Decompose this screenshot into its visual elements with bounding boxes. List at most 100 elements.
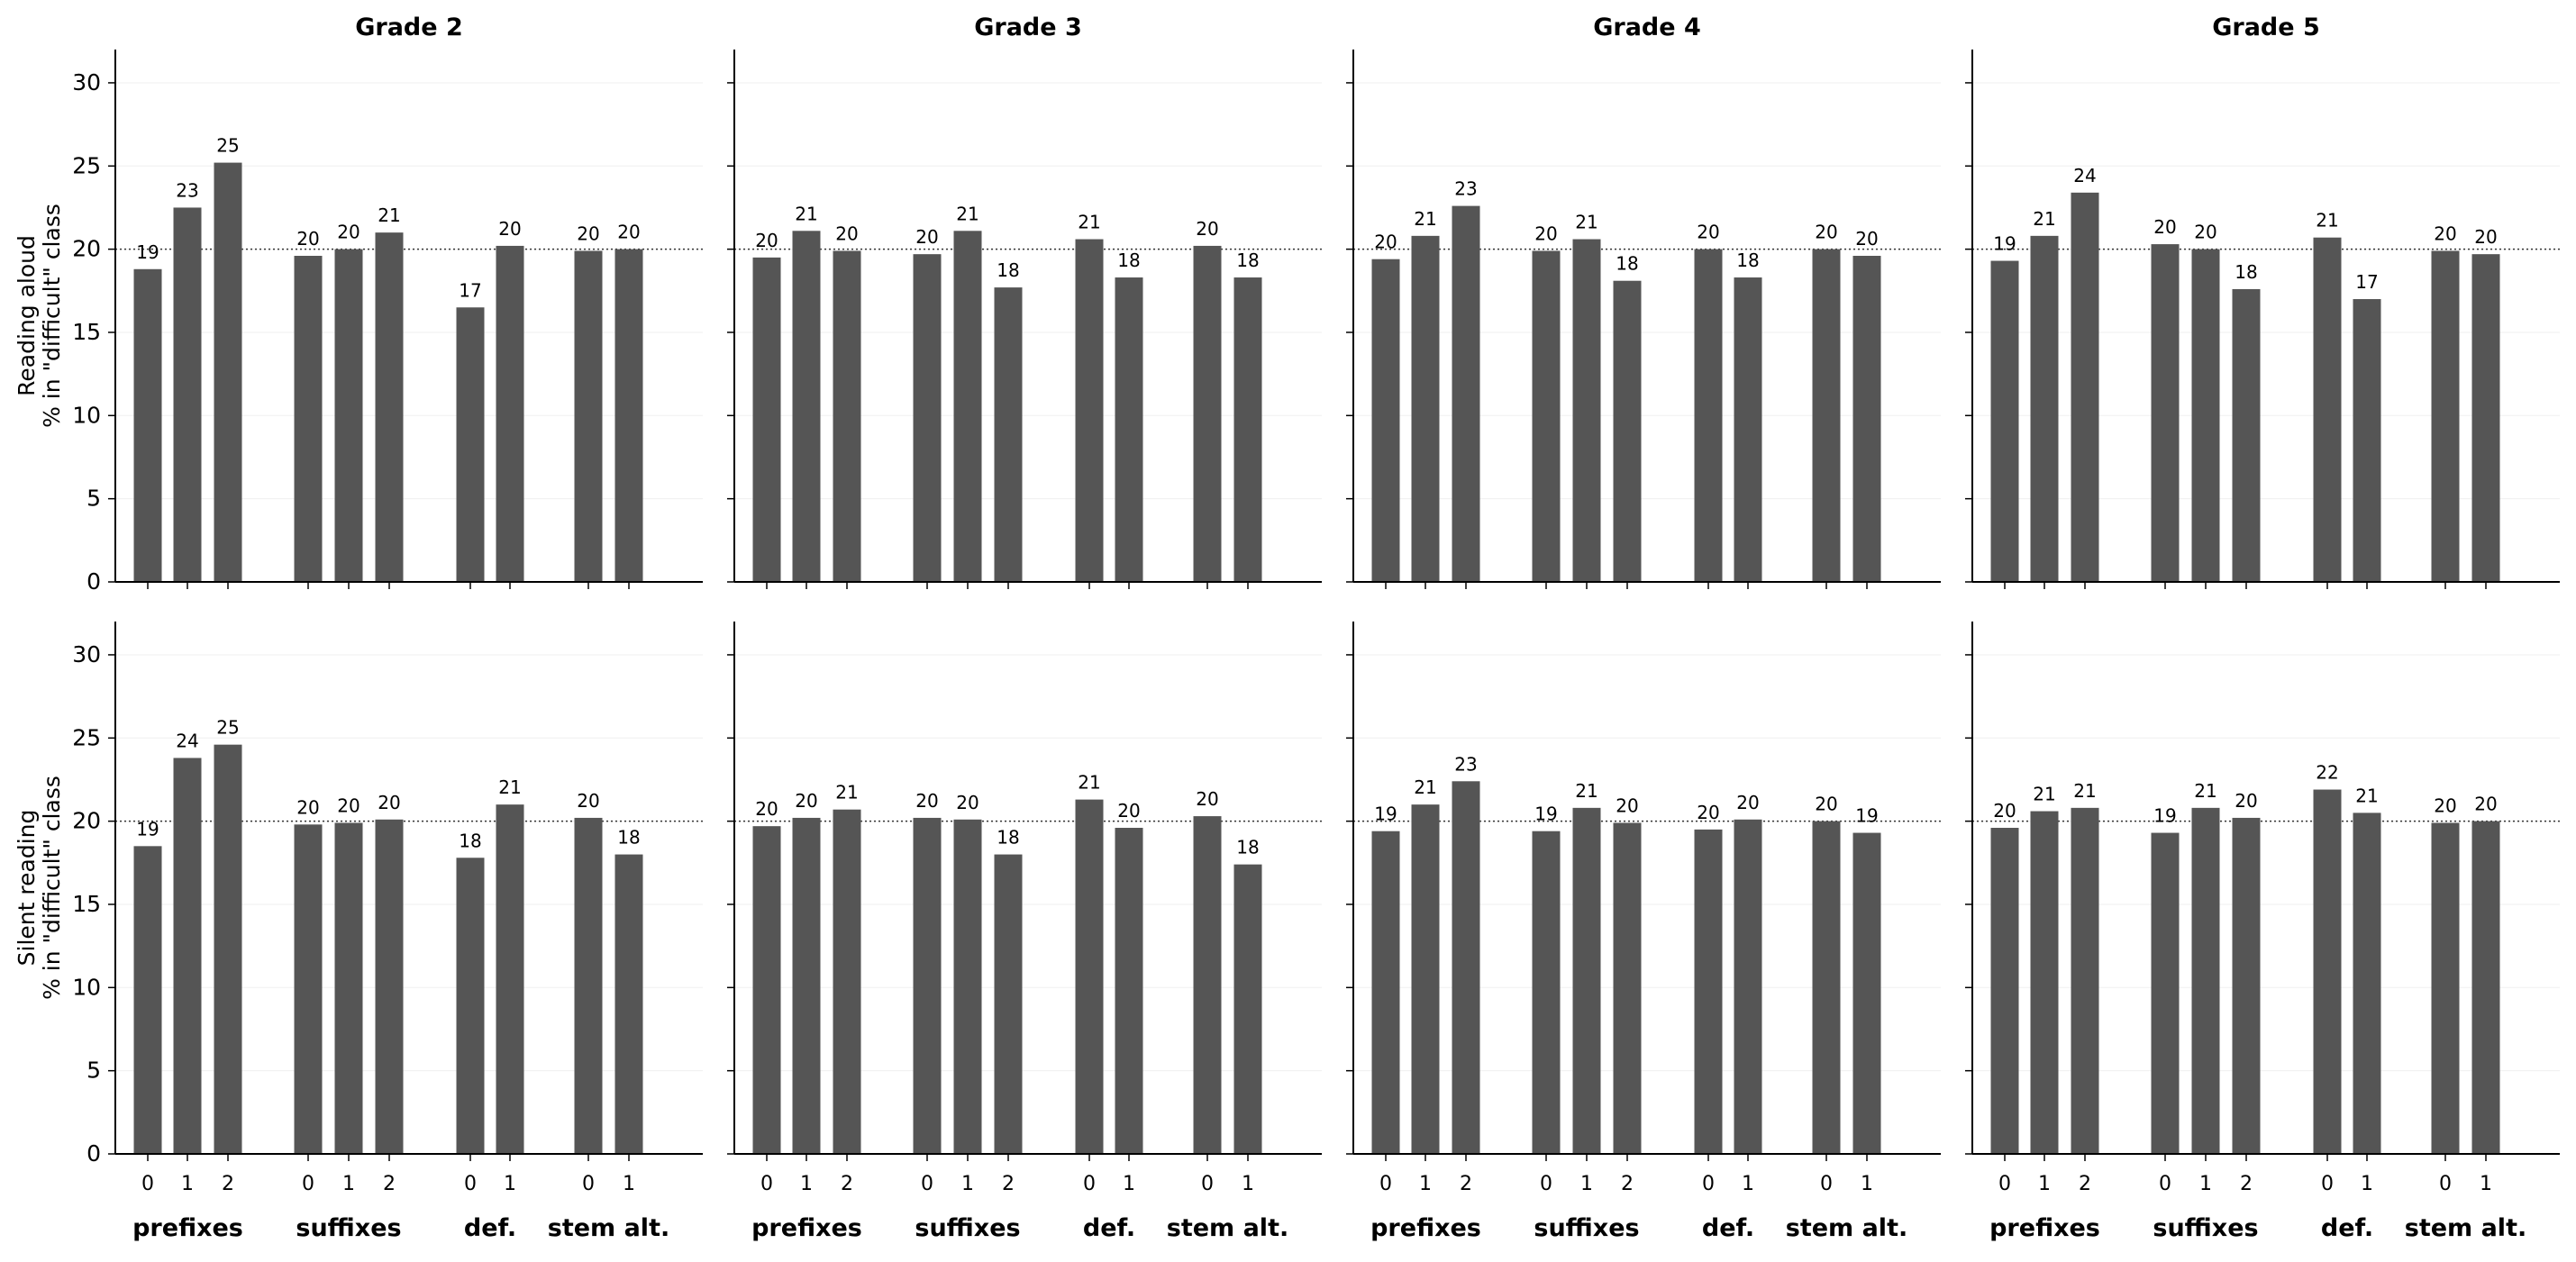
x-tick-label: 1 [1123, 1173, 1135, 1195]
bar-value-label: 19 [1374, 804, 1397, 825]
x-tick-label: 1 [342, 1173, 355, 1195]
x-tick-label: 0 [1540, 1173, 1552, 1195]
bar [456, 858, 485, 1154]
x-tick-label: 1 [181, 1173, 194, 1195]
bar [2471, 254, 2500, 582]
bar-value-label: 20 [755, 230, 778, 251]
x-tick-label: 0 [1998, 1173, 2011, 1195]
panel-r0-c3: 19 21 24 20 20 18 21 17 20 20 Grade 5 [1965, 14, 2560, 589]
panel-r1-c3: 20 21 21 19 21 20 22 21 20 20 0 1 2 prefixes 0 1 2 suffix… [1965, 622, 2560, 1242]
bar-value-label: 21 [2033, 784, 2055, 805]
bar-value-label: 19 [2153, 805, 2176, 827]
bar [2191, 807, 2220, 1154]
x-tick-label: 1 [1580, 1173, 1593, 1195]
panel-title: Grade 2 [355, 14, 463, 41]
x-tick-label: 0 [760, 1173, 773, 1195]
panel-r1-c1: 20 20 21 20 20 18 21 20 20 18 0 1 2 prefixes 0 1 2 suffix… [727, 622, 1322, 1242]
bar [2353, 299, 2381, 582]
panel-r0-c2: 20 21 23 20 21 18 20 18 20 20 Grade 4 [1346, 14, 1941, 589]
bar [1990, 828, 2019, 1154]
bar-value-label: 20 [1374, 232, 1397, 253]
bar [1371, 259, 1400, 582]
y-axis-label-line2: % in "difficult" class [39, 776, 65, 1000]
x-tick-label: 2 [1621, 1173, 1634, 1195]
x-tick-label: 0 [464, 1173, 477, 1195]
group-label: suffixes [2153, 1214, 2258, 1242]
bar [913, 254, 942, 582]
x-tick-label: 0 [2159, 1173, 2171, 1195]
panel-r0-c1: 20 21 20 20 21 18 21 18 20 18 Grade 3 [727, 14, 1322, 589]
bar-value-label: 21 [378, 204, 400, 226]
bar-value-label: 17 [2355, 271, 2378, 293]
bar-value-label: 20 [577, 790, 599, 812]
bar [133, 846, 162, 1154]
bar-value-label: 21 [1078, 212, 1100, 233]
bar [1411, 235, 1440, 582]
x-tick-label: 0 [1820, 1173, 1833, 1195]
bar-value-label: 20 [296, 228, 319, 250]
bar [2151, 244, 2180, 582]
bar [1452, 781, 1480, 1154]
bar-value-label: 20 [1616, 794, 1638, 816]
bar [375, 819, 404, 1154]
x-tick-label: 0 [1379, 1173, 1392, 1195]
bar-value-label: 20 [755, 798, 778, 820]
y-tick-label: 15 [72, 319, 101, 345]
x-tick-label: 2 [1002, 1173, 1015, 1195]
group-label: stem alt. [2405, 1214, 2526, 1242]
bar-value-label: 18 [1616, 253, 1638, 275]
y-axis-label-line1: Reading aloud [14, 235, 40, 396]
group-label: prefixes [132, 1214, 243, 1242]
x-tick-label: 0 [302, 1173, 314, 1195]
group-label: prefixes [1989, 1214, 2100, 1242]
bar-value-label: 20 [1993, 800, 2016, 822]
bar [173, 207, 202, 582]
y-tick-label: 10 [72, 402, 101, 428]
group-label: def. [464, 1214, 516, 1242]
bar-value-label: 18 [2235, 261, 2257, 283]
bar [833, 809, 861, 1154]
x-tick-label: 0 [1201, 1173, 1214, 1195]
y-tick-label: 30 [72, 69, 101, 95]
bar-value-label: 24 [2073, 165, 2096, 186]
x-tick-label: 2 [383, 1173, 396, 1195]
bar-value-label: 21 [2194, 780, 2216, 802]
bar [1694, 829, 1723, 1154]
bar [2313, 237, 2342, 582]
group-label: def. [1083, 1214, 1135, 1242]
bar [574, 250, 603, 582]
bar [496, 245, 524, 582]
bar-value-label: 23 [176, 179, 198, 201]
y-axis-label-line2: % in "difficult" class [39, 204, 65, 428]
bar-value-label: 25 [216, 717, 239, 739]
bar [2313, 789, 2342, 1154]
bar [1852, 832, 1881, 1154]
bar-value-label: 18 [1117, 250, 1140, 271]
bar [1852, 256, 1881, 582]
bar-value-label: 21 [835, 782, 858, 804]
bar [792, 817, 821, 1154]
bar [1613, 280, 1642, 582]
bar [1411, 804, 1440, 1154]
bar [1812, 249, 1841, 582]
bar [214, 744, 242, 1154]
bar [614, 249, 643, 582]
group-label: suffixes [1534, 1214, 1639, 1242]
bar-value-label: 20 [617, 222, 640, 243]
bar-value-label: 22 [2316, 762, 2338, 784]
y-tick-label: 25 [72, 724, 101, 750]
bar [1371, 831, 1400, 1154]
x-tick-label: 1 [961, 1173, 974, 1195]
x-tick-label: 0 [582, 1173, 595, 1195]
x-tick-label: 1 [800, 1173, 813, 1195]
bar-value-label: 20 [915, 226, 938, 248]
bar-value-label: 20 [337, 222, 360, 243]
bar-value-label: 20 [1697, 222, 1719, 243]
bar-value-label: 17 [459, 279, 481, 301]
bar [1075, 799, 1104, 1154]
bar [1233, 277, 1262, 582]
bar [1990, 260, 2019, 582]
bar [375, 232, 404, 582]
